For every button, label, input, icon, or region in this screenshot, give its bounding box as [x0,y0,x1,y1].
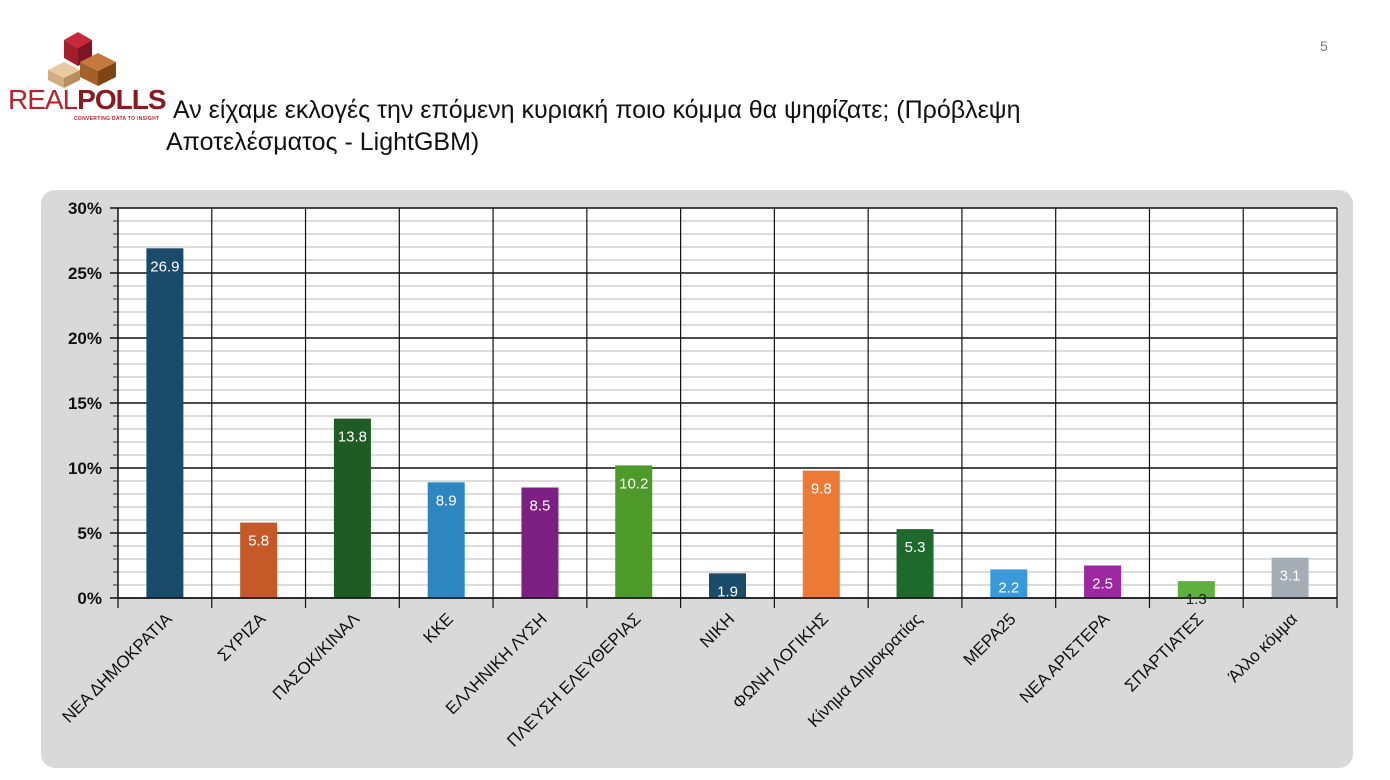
bar[interactable] [1177,581,1215,598]
bar[interactable] [990,569,1028,598]
bar[interactable] [1084,565,1122,599]
bar[interactable] [802,470,840,598]
x-tick-label: Άλλο κόμμα [1224,609,1301,686]
data-label: 1.3 [1186,591,1207,608]
x-tick-label: ΝΕΑ ΔΗΜΟΚΡΑΤΙΑ [58,609,176,727]
slide-title-line-2: Αποτελέσματος - LightGBM) [166,128,480,156]
y-tick-label: 20% [68,329,102,348]
bar[interactable] [896,529,934,598]
data-label: 8.5 [530,498,551,515]
bar[interactable] [240,522,278,598]
bar[interactable] [427,482,465,598]
data-label: 13.8 [338,429,367,446]
logo-word-polls: POLLS [77,84,166,115]
x-tick-label: ΜΕΡΑ25 [960,609,1020,669]
chart-panel: 0% 5% 10% 15% 20% 25% 30% 26.9 5.8 13.8 8.9 8.5 10.2… [41,190,1353,768]
page-number: 5 [1320,38,1328,54]
y-tick-label: 0% [77,589,102,608]
bar[interactable] [615,465,653,598]
data-label: 9.8 [811,481,832,498]
bar[interactable] [1271,557,1309,598]
bar[interactable] [521,487,559,599]
x-tick-label: ΣΠΑΡΤΙΑΤΕΣ [1121,609,1207,695]
bar[interactable] [333,418,371,598]
logo-wordmark: REALPOLLS [8,84,167,115]
data-label: 10.2 [619,475,648,492]
y-tick-label: 30% [68,199,102,218]
data-label: 5.3 [905,539,926,556]
logo-word-real: REAL [8,84,78,115]
y-tick-label: 10% [68,459,102,478]
data-label: 2.5 [1092,576,1113,593]
x-tick-label: ΚΚΕ [420,609,457,646]
x-tick-label: ΕΛΛΗΝΙΚΗ ΛΥΣΗ [442,609,551,718]
x-tick-label: ΠΑΣΟΚ/ΚΙΝΑΛ [269,609,364,704]
y-tick-label: 5% [77,524,102,543]
bar[interactable] [146,248,184,599]
data-label: 2.2 [998,579,1019,596]
y-tick-label: 25% [68,264,102,283]
bar[interactable] [709,573,746,598]
logo-cubes-icon [48,32,116,88]
x-tick-label: ΝΙΚΗ [696,609,738,651]
bar-chart: 0% 5% 10% 15% 20% 25% 30% 26.9 5.8 13.8 8.9 8.5 10.2… [58,199,1338,751]
x-tick-label: ΣΥΡΙΖΑ [214,609,270,665]
data-label: 8.9 [436,492,457,509]
x-tick-label: ΦΩΝΗ ΛΟΓΙΚΗΣ [729,609,832,712]
slide-title-line-1: Αν είχαμε εκλογές την επόμενη κυριακή πο… [173,96,1021,124]
logo-tagline: CONVERTING DATA TO INSIGHT [74,116,160,122]
x-tick-label: ΝΕΑ ΑΡΙΣΤΕΡΑ [1016,609,1114,707]
slide-title: Αν είχαμε εκλογές την επόμενη κυριακή πο… [166,94,1126,158]
data-label: 5.8 [248,533,269,550]
realpolls-logo: REALPOLLS CONVERTING DATA TO INSIGHT [8,22,167,132]
data-label: 1.9 [717,583,738,600]
y-tick-label: 15% [68,394,102,413]
data-label: 3.1 [1280,568,1301,585]
data-label: 26.9 [150,258,179,275]
